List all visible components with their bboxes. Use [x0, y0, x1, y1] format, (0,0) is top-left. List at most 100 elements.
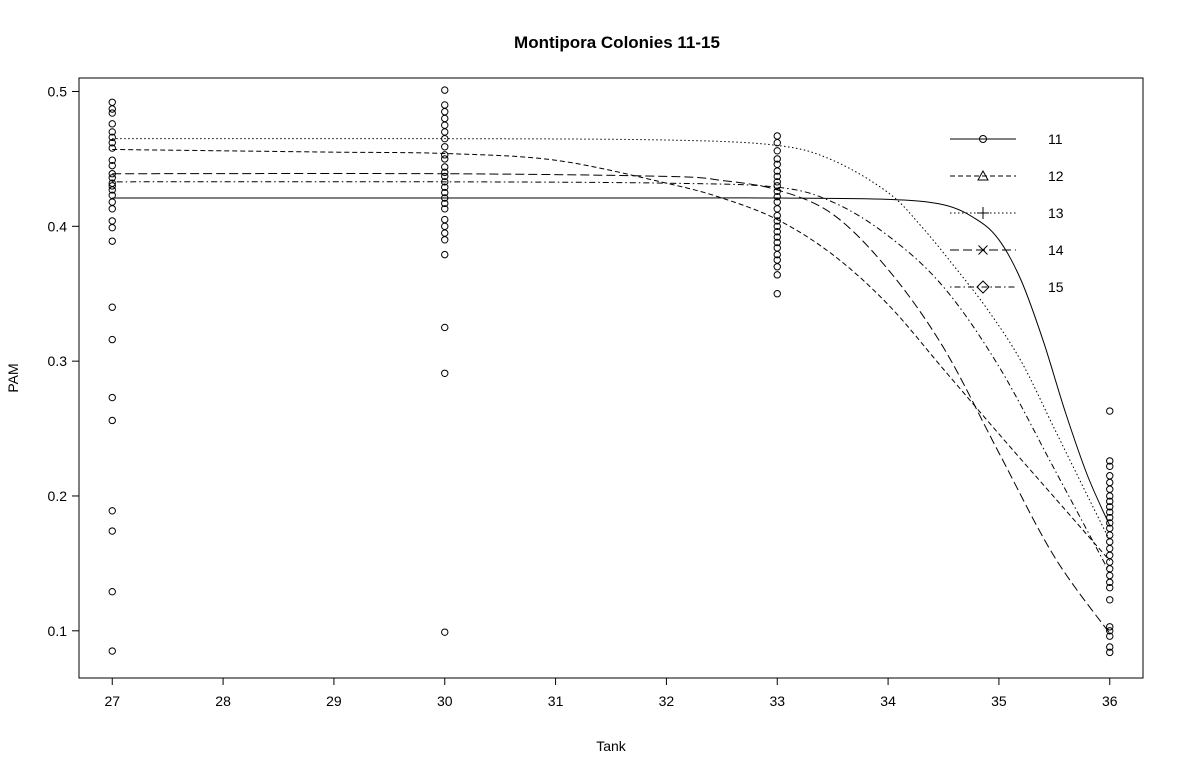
data-point — [441, 205, 449, 213]
legend: 11 12 13 14 15 — [950, 131, 1064, 295]
data-point — [1106, 558, 1114, 566]
data-point — [441, 229, 449, 237]
data-point — [773, 178, 781, 186]
data-point — [1106, 503, 1114, 511]
data-point — [1106, 508, 1114, 516]
data-point — [108, 416, 116, 425]
data-point — [108, 120, 116, 128]
y-tick-label: 0.5 — [48, 83, 68, 99]
legend-label-12: 12 — [1048, 168, 1064, 184]
data-point — [1106, 648, 1114, 657]
data-point — [108, 133, 116, 142]
data-point — [108, 161, 116, 170]
y-tick-label: 0.4 — [48, 218, 68, 234]
data-point — [108, 205, 116, 213]
data-point — [108, 109, 116, 117]
legend-label-11: 11 — [1048, 131, 1063, 147]
data-point — [441, 155, 449, 163]
data-point — [441, 236, 449, 244]
data-point — [1106, 632, 1114, 640]
data-point — [108, 217, 116, 225]
data-point — [108, 139, 116, 147]
data-point — [441, 128, 449, 136]
legend-marker-circle — [979, 135, 987, 143]
x-tick-label: 31 — [548, 693, 564, 709]
series-line-12 — [112, 148, 1111, 562]
data-point — [1106, 478, 1114, 487]
data-point — [1106, 596, 1114, 604]
data-point — [1106, 457, 1114, 465]
data-point — [1106, 485, 1114, 493]
data-point — [441, 108, 449, 116]
data-point — [108, 174, 116, 182]
scatter-points — [108, 86, 1114, 657]
data-point — [108, 182, 116, 190]
data-point — [441, 222, 449, 231]
x-tick-label: 32 — [659, 693, 675, 709]
data-point — [1106, 538, 1114, 546]
data-point — [1106, 643, 1114, 651]
data-point — [1106, 578, 1114, 586]
data-point — [773, 228, 781, 236]
data-point — [773, 132, 781, 140]
series-line-11 — [112, 197, 1111, 526]
data-point — [773, 271, 781, 279]
data-point — [1106, 407, 1114, 415]
data-point — [773, 172, 781, 181]
legend-marker-triangle — [977, 169, 989, 181]
data-point — [441, 250, 449, 259]
data-point — [441, 369, 449, 377]
data-point — [108, 335, 116, 344]
data-point — [441, 188, 449, 197]
data-point — [773, 155, 781, 163]
data-point — [441, 143, 449, 151]
data-point — [773, 147, 781, 155]
data-point — [108, 144, 116, 152]
data-point — [1106, 519, 1114, 527]
data-point — [441, 628, 449, 636]
data-point — [773, 250, 781, 259]
data-point — [108, 507, 116, 515]
series-line-14 — [112, 173, 1111, 634]
legend-marker-cross — [978, 245, 988, 255]
data-point — [441, 121, 449, 129]
data-point — [1106, 623, 1114, 631]
data-point — [108, 237, 116, 245]
data-point — [441, 163, 449, 171]
data-point — [773, 217, 781, 225]
x-tick-label: 34 — [880, 693, 896, 709]
data-point — [108, 128, 116, 136]
data-point — [108, 588, 116, 596]
y-axis-label: PAM — [5, 363, 21, 392]
data-point — [108, 198, 116, 206]
data-point — [1106, 492, 1114, 500]
chart-title: Montipora Colonies 11-15 — [514, 33, 720, 52]
plot-area-frame — [78, 77, 1144, 679]
data-point — [441, 323, 449, 332]
data-point — [1106, 565, 1114, 573]
data-point — [1106, 497, 1114, 506]
x-tick-label: 28 — [215, 693, 231, 709]
data-point — [773, 263, 781, 271]
data-point — [773, 192, 781, 201]
data-point — [108, 223, 116, 232]
series-line-13 — [112, 138, 1111, 541]
x-tick-label: 33 — [769, 693, 785, 709]
data-point — [441, 168, 449, 177]
x-tick-label: 35 — [991, 693, 1007, 709]
data-point — [108, 393, 116, 402]
y-axis: 0.1 0.2 0.3 0.4 0.5 — [48, 83, 79, 639]
data-point — [441, 86, 449, 94]
data-point — [441, 199, 449, 208]
legend-label-14: 14 — [1048, 242, 1064, 258]
x-tick-label: 27 — [104, 693, 120, 709]
x-tick-label: 29 — [326, 693, 342, 709]
fit-lines — [112, 138, 1111, 634]
series-line-15 — [112, 181, 1111, 574]
data-point — [773, 233, 781, 241]
data-point — [773, 211, 781, 220]
legend-label-15: 15 — [1048, 279, 1064, 295]
x-axis-label: Tank — [596, 738, 627, 754]
data-point — [441, 172, 449, 181]
